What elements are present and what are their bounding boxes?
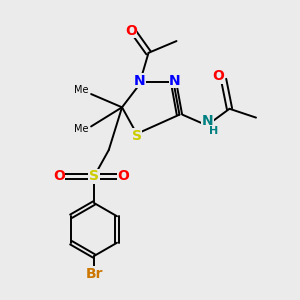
Text: S: S bbox=[132, 129, 142, 143]
Text: N: N bbox=[134, 74, 146, 88]
Text: O: O bbox=[212, 69, 224, 83]
Text: Me: Me bbox=[74, 124, 88, 134]
Text: Me: Me bbox=[74, 85, 88, 94]
Text: O: O bbox=[118, 169, 129, 184]
Text: S: S bbox=[89, 169, 99, 184]
Text: H: H bbox=[209, 126, 218, 136]
Text: N: N bbox=[169, 74, 181, 88]
Text: N: N bbox=[202, 114, 213, 128]
Text: Br: Br bbox=[85, 267, 103, 281]
Text: O: O bbox=[125, 24, 137, 38]
Text: O: O bbox=[53, 169, 65, 184]
